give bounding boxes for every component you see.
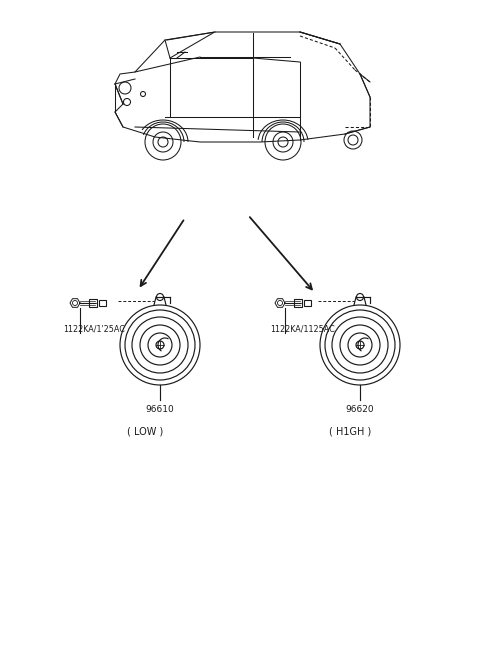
Text: 1122KA/1125AC: 1122KA/1125AC: [270, 325, 335, 334]
Bar: [294, 299, 302, 307]
Text: 96610: 96610: [145, 405, 174, 414]
Text: ( H1GH ): ( H1GH ): [329, 427, 371, 437]
Bar: [99, 300, 106, 306]
Bar: [304, 300, 311, 306]
Bar: [89, 299, 97, 307]
Text: ( LOW ): ( LOW ): [127, 427, 163, 437]
Text: 1122KA/1'25AC: 1122KA/1'25AC: [63, 325, 125, 334]
Text: 96620: 96620: [346, 405, 374, 414]
